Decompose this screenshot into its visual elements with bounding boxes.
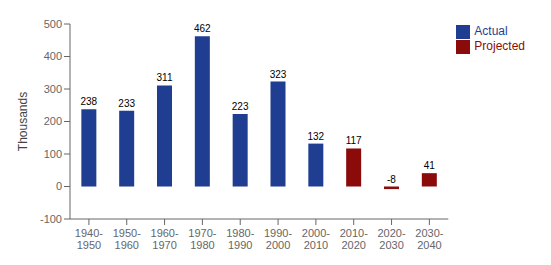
- svg-text:238: 238: [81, 96, 98, 107]
- svg-text:1990-2000: 1990-2000: [264, 227, 292, 251]
- svg-text:Thousands: Thousands: [16, 92, 30, 151]
- svg-text:1960-1970: 1960-1970: [151, 227, 179, 251]
- svg-text:-100: -100: [40, 213, 62, 225]
- svg-text:100: 100: [44, 148, 62, 160]
- svg-text:1950-1960: 1950-1960: [113, 227, 141, 251]
- svg-text:132: 132: [307, 131, 324, 142]
- svg-text:2000-2010: 2000-2010: [302, 227, 330, 251]
- svg-text:300: 300: [44, 83, 62, 95]
- svg-text:323: 323: [270, 69, 287, 80]
- svg-text:41: 41: [424, 160, 436, 171]
- svg-text:-8: -8: [387, 174, 396, 185]
- svg-text:1980-1990: 1980-1990: [226, 227, 254, 251]
- svg-text:117: 117: [346, 135, 362, 146]
- svg-text:311: 311: [157, 72, 173, 83]
- html-text:Actual: Actual: [474, 24, 508, 38]
- svg-text:2030-2040: 2030-2040: [415, 227, 443, 251]
- svg-text:1940-1950: 1940-1950: [75, 227, 103, 251]
- html-text:Projected: Projected: [474, 38, 525, 53]
- svg-text:1970-1980: 1970-1980: [188, 227, 216, 251]
- svg-text:400: 400: [44, 50, 62, 62]
- svg-text:200: 200: [44, 115, 62, 127]
- svg-text:0: 0: [56, 180, 62, 192]
- svg-text:500: 500: [44, 18, 62, 30]
- svg-text:2010-2020: 2010-2020: [340, 227, 368, 251]
- svg-text:462: 462: [194, 23, 211, 34]
- svg-text:223: 223: [232, 101, 249, 112]
- svg-text:233: 233: [118, 98, 135, 109]
- svg-text:2020-2030: 2020-2030: [377, 227, 405, 251]
